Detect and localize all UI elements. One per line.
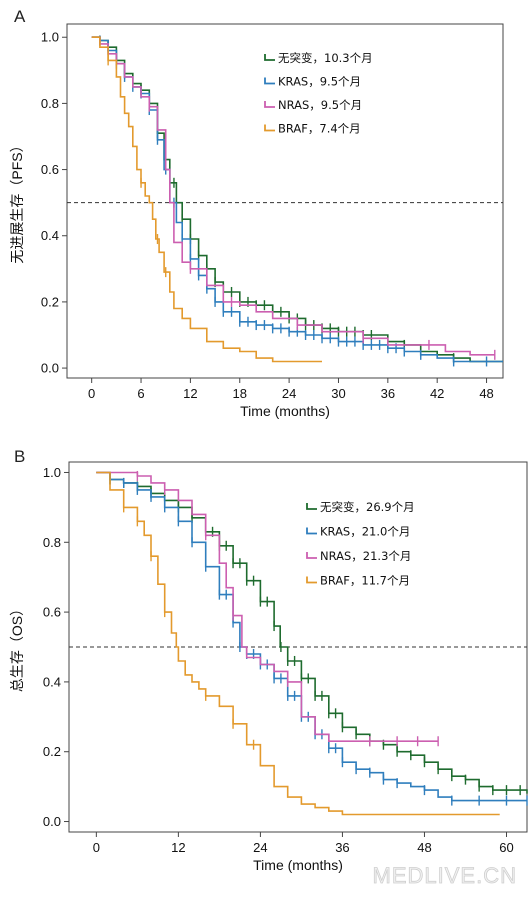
y-tick-label: 0.2 bbox=[41, 294, 59, 309]
survival-curve-series-2 bbox=[96, 471, 439, 742]
y-tick-label: 0.0 bbox=[41, 361, 59, 376]
x-tick-label: 42 bbox=[430, 386, 444, 401]
panel-a: A 0.0 0.2 0.4 0.6 0.8 1.0 0 6 12 18 24 30 36 42 48 Time … bbox=[9, 7, 504, 419]
panel-b: B 0.0 0.2 0.4 0.6 0.8 1.0 0 12 24 36 48 60 Time (mont… bbox=[9, 447, 528, 873]
y-tick-label: 0.0 bbox=[43, 814, 61, 829]
curves bbox=[96, 470, 528, 816]
legend: 无突变，26.9个月 KRAS，21.0个月 NRAS，21.3个月 BRAF，11.… bbox=[306, 500, 415, 588]
y-tick-label: 0.8 bbox=[43, 535, 61, 550]
legend-entry: BRAF，7.4个月 bbox=[278, 122, 361, 136]
legend-entry: KRAS，9.5个月 bbox=[278, 75, 361, 89]
legend-entry: NRAS，21.3个月 bbox=[320, 549, 411, 563]
x-tick-label: 36 bbox=[335, 840, 349, 855]
legend-swatch bbox=[306, 576, 317, 584]
survival-curve-series-1 bbox=[96, 471, 527, 802]
panel-label: B bbox=[14, 447, 25, 466]
legend-entry: NRAS，9.5个月 bbox=[278, 98, 362, 112]
x-axis-title: Time (months) bbox=[240, 403, 330, 419]
legend-swatch bbox=[306, 503, 317, 510]
legend-entry: KRAS，21.0个月 bbox=[320, 525, 410, 539]
y-tick-label: 0.8 bbox=[41, 96, 59, 111]
x-tick-label: 12 bbox=[171, 840, 185, 855]
y-tick-label: 0.6 bbox=[43, 605, 61, 620]
x-tick-label: 30 bbox=[331, 386, 345, 401]
x-tick-label: 18 bbox=[233, 386, 247, 401]
survival-curve-series-0 bbox=[96, 471, 528, 794]
x-tick-label: 36 bbox=[381, 386, 395, 401]
x-axis-title: Time (months) bbox=[253, 857, 343, 873]
x-tick-label: 24 bbox=[282, 386, 296, 401]
x-tick-label: 12 bbox=[183, 386, 197, 401]
x-tick-label: 0 bbox=[88, 386, 95, 401]
y-tick-label: 0.2 bbox=[43, 744, 61, 759]
y-tick-label: 0.4 bbox=[41, 228, 59, 243]
panel-label: A bbox=[14, 7, 26, 26]
plot-frame bbox=[66, 23, 504, 379]
x-tick-label: 0 bbox=[93, 840, 100, 855]
legend-swatch bbox=[264, 101, 275, 108]
x-tick-label: 48 bbox=[479, 386, 493, 401]
legend-swatch bbox=[264, 124, 275, 132]
y-tick-label: 1.0 bbox=[43, 465, 61, 480]
survival-curve-series-3 bbox=[96, 471, 500, 816]
curves bbox=[91, 35, 503, 367]
y-tick-label: 1.0 bbox=[41, 30, 59, 45]
legend-swatch bbox=[264, 77, 275, 85]
legend-entry: BRAF，11.7个月 bbox=[320, 574, 410, 588]
legend-swatch bbox=[264, 54, 275, 61]
legend-swatch bbox=[306, 527, 317, 535]
y-axis-title: 总生存（OS） bbox=[9, 602, 25, 692]
legend-entry: 无突变，10.3个月 bbox=[278, 51, 373, 65]
x-tick-label: 48 bbox=[417, 840, 431, 855]
legend-entry: 无突变，26.9个月 bbox=[320, 500, 415, 514]
watermark-text: MEDLIVE.CN bbox=[373, 863, 517, 888]
legend: 无突变，10.3个月 KRAS，9.5个月 NRAS，9.5个月 BRAF，7.4个月 bbox=[264, 51, 373, 136]
x-tick-label: 60 bbox=[499, 840, 513, 855]
x-tick-label: 6 bbox=[137, 386, 144, 401]
survival-curve-series-3 bbox=[91, 36, 322, 363]
legend-swatch bbox=[306, 552, 317, 559]
x-tick-label: 24 bbox=[253, 840, 267, 855]
y-tick-label: 0.6 bbox=[41, 162, 59, 177]
y-axis-title: 无进展生存（PFS） bbox=[9, 138, 25, 263]
y-tick-label: 0.4 bbox=[43, 674, 61, 689]
